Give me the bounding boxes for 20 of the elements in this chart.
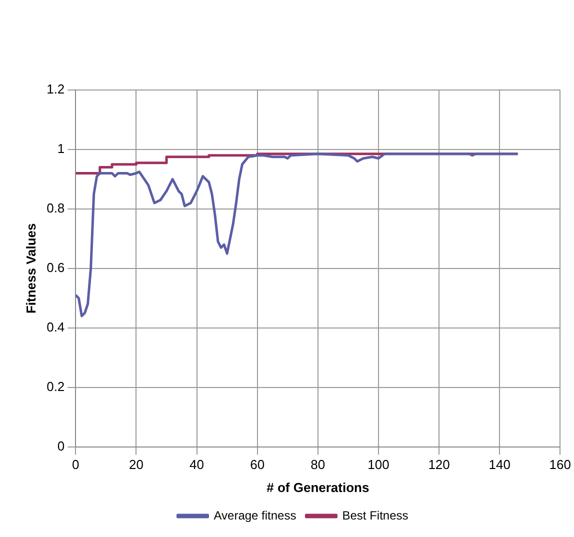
y-tick-label: 0.6	[46, 260, 65, 275]
y-tick-label: 1.2	[46, 82, 65, 97]
legend-label: Best Fitness	[342, 508, 408, 522]
legend-label: Average fitness	[214, 508, 296, 522]
x-axis-title: # of Generations	[266, 480, 370, 495]
y-tick-label: 0.2	[46, 378, 65, 394]
x-tick-label: 140	[488, 457, 510, 472]
x-tick-label: 160	[549, 457, 572, 472]
y-tick-label: 1	[57, 141, 65, 156]
x-tick-label: 0	[72, 457, 80, 472]
y-tick-label: 0.4	[46, 319, 65, 334]
x-tick-label: 20	[129, 457, 144, 472]
y-axis-title: Fitness Values	[23, 223, 38, 314]
y-tick-label: 0.8	[46, 200, 65, 216]
x-tick-label: 40	[190, 457, 204, 472]
x-tick-label: 80	[310, 457, 326, 472]
x-tick-label: 60	[250, 457, 265, 472]
x-tick-label: 100	[368, 457, 390, 472]
y-tick-label: 0	[57, 438, 65, 454]
x-tick-label: 120	[428, 457, 450, 472]
